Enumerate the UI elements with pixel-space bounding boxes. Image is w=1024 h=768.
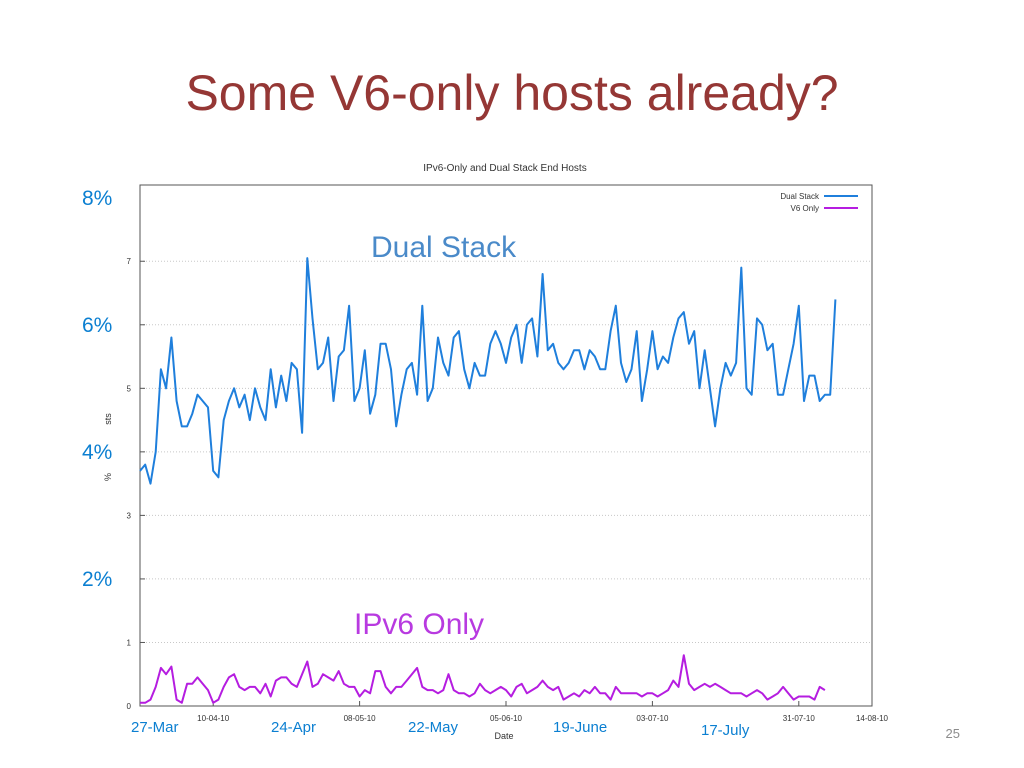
y-tick-label: 0	[127, 702, 132, 711]
date-annotation: 24-Apr	[271, 719, 317, 736]
legend-label: Dual Stack	[780, 192, 820, 201]
chart-title: IPv6-Only and Dual Stack End Hosts	[423, 163, 586, 174]
x-tick-label: 03-07-10	[636, 714, 669, 723]
y-tick-label: 7	[127, 257, 132, 266]
slide-title: Some V6-only hosts already?	[185, 65, 839, 121]
series-line-v6-only	[140, 654, 826, 704]
grid-lines	[140, 260, 872, 643]
y-tick-label: 1	[127, 638, 132, 647]
date-annotation: 27-Mar	[131, 719, 179, 736]
dual-stack-annotation: Dual Stack	[371, 231, 517, 264]
percent-label: 2%	[82, 567, 113, 591]
y-axis-label: %	[103, 473, 113, 481]
y-tick-label: 5	[127, 384, 132, 393]
x-tick-label: 10-04-10	[197, 714, 230, 723]
x-tick-label: 08-05-10	[344, 714, 377, 723]
date-annotation: 17-July	[701, 722, 750, 739]
x-axis-label: Date	[494, 731, 513, 741]
ipv6-only-annotation: IPv6 Only	[354, 608, 485, 641]
percent-label: 4%	[82, 440, 113, 464]
y-tick-label: 3	[127, 511, 132, 520]
legend-label: V6 Only	[791, 204, 819, 213]
percent-label: 6%	[82, 313, 113, 337]
percent-label: 8%	[82, 186, 113, 210]
y-axis-label-fragment: sts	[103, 413, 113, 425]
legend: Dual Stack V6 Only	[780, 192, 858, 213]
date-annotation: 22-May	[408, 719, 459, 736]
date-annotation: 19-June	[553, 719, 608, 736]
page-number: 25	[945, 726, 960, 741]
x-tick-label: 14-08-10	[856, 714, 889, 723]
y-axis-ticks: 0 1 3 5 7	[127, 257, 145, 711]
series-lines	[139, 257, 837, 704]
x-tick-label: 05-06-10	[490, 714, 523, 723]
x-tick-label: 31-07-10	[783, 714, 816, 723]
series-line-dual-stack	[139, 257, 837, 485]
